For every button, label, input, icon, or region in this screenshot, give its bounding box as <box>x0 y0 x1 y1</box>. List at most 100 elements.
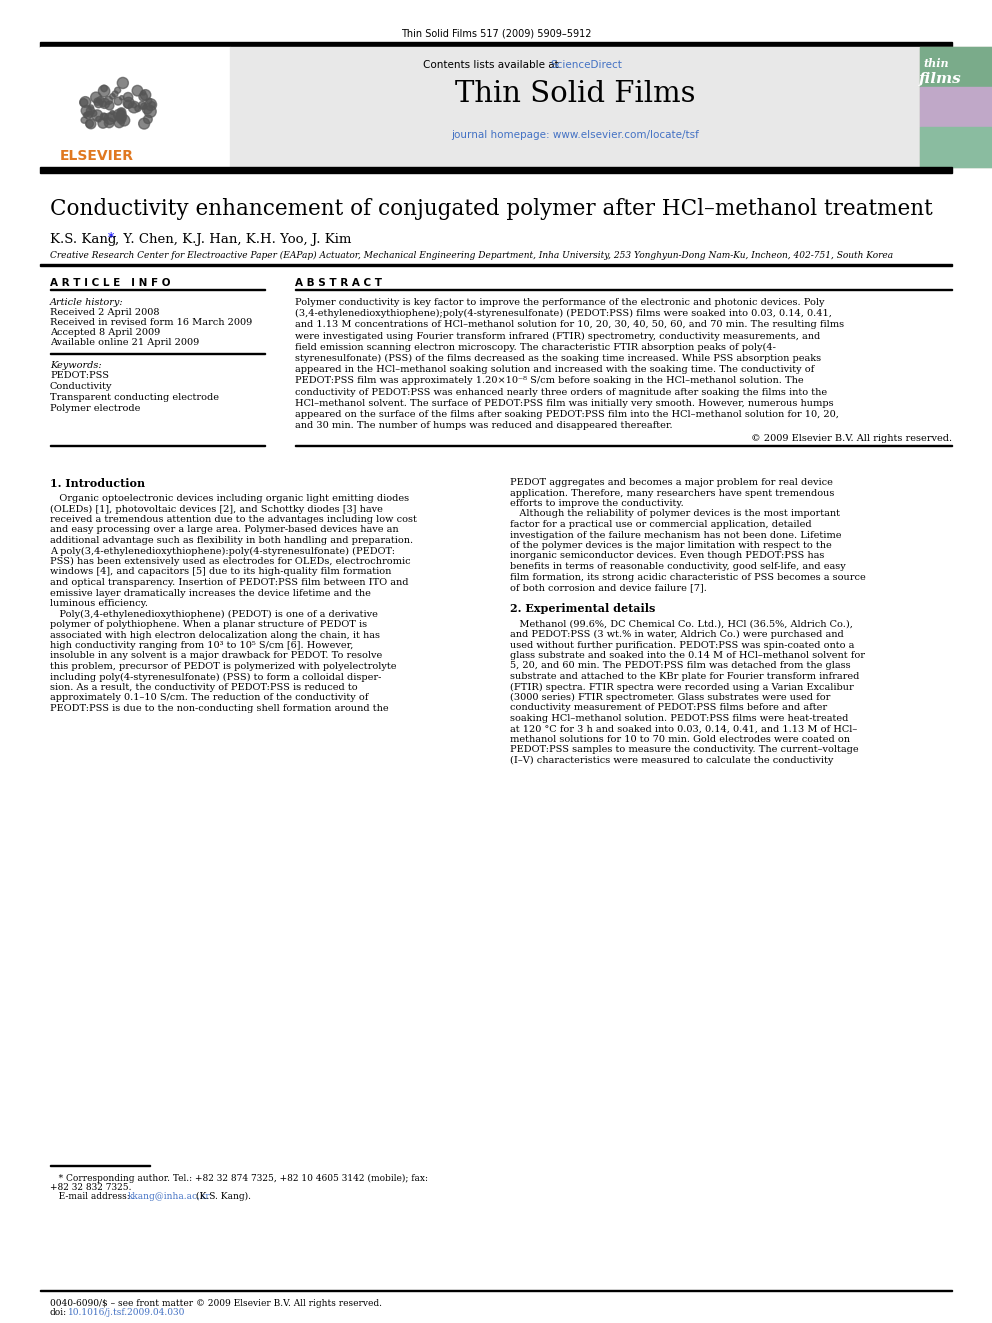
Text: (FTIR) spectra. FTIR spectra were recorded using a Varian Excalibur: (FTIR) spectra. FTIR spectra were record… <box>510 683 854 692</box>
Circle shape <box>104 97 112 105</box>
Text: emissive layer dramatically increases the device lifetime and the: emissive layer dramatically increases th… <box>50 589 371 598</box>
Text: PSS) has been extensively used as electrodes for OLEDs, electrochromic: PSS) has been extensively used as electr… <box>50 557 411 566</box>
Circle shape <box>104 112 116 124</box>
Circle shape <box>81 116 87 123</box>
Circle shape <box>101 85 107 91</box>
Bar <box>40 48 230 167</box>
Text: conductivity measurement of PEDOT:PSS films before and after: conductivity measurement of PEDOT:PSS fi… <box>510 704 827 713</box>
Text: polymer of polythiophene. When a planar structure of PEDOT is: polymer of polythiophene. When a planar … <box>50 620 367 628</box>
Text: Thin Solid Films 517 (2009) 5909–5912: Thin Solid Films 517 (2009) 5909–5912 <box>401 28 591 38</box>
Circle shape <box>97 97 104 105</box>
Circle shape <box>86 107 94 115</box>
Circle shape <box>116 111 127 122</box>
Bar <box>230 48 920 167</box>
Text: Polymer electrode: Polymer electrode <box>50 404 141 413</box>
Circle shape <box>123 97 134 108</box>
Circle shape <box>145 99 157 111</box>
Text: at 120 °C for 3 h and soaked into 0.03, 0.14, 0.41, and 1.13 M of HCl–: at 120 °C for 3 h and soaked into 0.03, … <box>510 725 857 733</box>
Text: PEODT:PSS is due to the non-conducting shell formation around the: PEODT:PSS is due to the non-conducting s… <box>50 704 389 713</box>
Circle shape <box>108 111 118 122</box>
Circle shape <box>90 110 97 116</box>
Text: 1. Introduction: 1. Introduction <box>50 478 145 490</box>
Text: (OLEDs) [1], photovoltaic devices [2], and Schottky diodes [3] have: (OLEDs) [1], photovoltaic devices [2], a… <box>50 504 383 513</box>
Text: HCl–methanol solvent. The surface of PEDOT:PSS film was initially very smooth. H: HCl–methanol solvent. The surface of PED… <box>295 398 833 407</box>
Text: high conductivity ranging from 10³ to 10⁵ S/cm [6]. However,: high conductivity ranging from 10³ to 10… <box>50 642 353 650</box>
Circle shape <box>86 119 96 128</box>
Text: efforts to improve the conductivity.: efforts to improve the conductivity. <box>510 499 683 508</box>
Circle shape <box>117 78 128 89</box>
Text: 2. Experimental details: 2. Experimental details <box>510 603 656 614</box>
Circle shape <box>142 105 153 114</box>
Text: Organic optoelectronic devices including organic light emitting diodes: Organic optoelectronic devices including… <box>50 493 409 503</box>
Text: Available online 21 April 2009: Available online 21 April 2009 <box>50 337 199 347</box>
Circle shape <box>135 106 141 111</box>
Text: this problem, precursor of PEDOT is polymerized with polyelectrolyte: this problem, precursor of PEDOT is poly… <box>50 662 397 671</box>
Text: (3,4-ethylenedioxythiophene);poly(4-styrenesulfonate) (PEDOT:PSS) films were soa: (3,4-ethylenedioxythiophene);poly(4-styr… <box>295 310 832 319</box>
Circle shape <box>139 102 146 108</box>
Text: sion. As a result, the conductivity of PEDOT:PSS is reduced to: sion. As a result, the conductivity of P… <box>50 683 358 692</box>
Circle shape <box>124 101 132 108</box>
Text: approximately 0.1–10 S/cm. The reduction of the conductivity of: approximately 0.1–10 S/cm. The reduction… <box>50 693 368 703</box>
Circle shape <box>118 108 125 115</box>
Text: Received 2 April 2008: Received 2 April 2008 <box>50 308 160 318</box>
Text: , Y. Chen, K.J. Han, K.H. Yoo, J. Kim: , Y. Chen, K.J. Han, K.H. Yoo, J. Kim <box>115 233 351 246</box>
Text: 10.1016/j.tsf.2009.04.030: 10.1016/j.tsf.2009.04.030 <box>68 1308 186 1316</box>
Text: 0040-6090/$ – see front matter © 2009 Elsevier B.V. All rights reserved.: 0040-6090/$ – see front matter © 2009 El… <box>50 1299 382 1308</box>
Text: and 1.13 M concentrations of HCl–methanol solution for 10, 20, 30, 40, 50, 60, a: and 1.13 M concentrations of HCl–methano… <box>295 320 844 329</box>
Circle shape <box>115 87 121 94</box>
Text: and optical transparency. Insertion of PEDOT:PSS film between ITO and: and optical transparency. Insertion of P… <box>50 578 409 587</box>
Text: A R T I C L E   I N F O: A R T I C L E I N F O <box>50 278 171 288</box>
Circle shape <box>114 97 122 105</box>
Text: film formation, its strong acidic characteristic of PSS becomes a source: film formation, its strong acidic charac… <box>510 573 866 582</box>
Text: Received in revised form 16 March 2009: Received in revised form 16 March 2009 <box>50 318 252 327</box>
Text: of the polymer devices is the major limitation with respect to the: of the polymer devices is the major limi… <box>510 541 831 550</box>
Text: Although the reliability of polymer devices is the most important: Although the reliability of polymer devi… <box>510 509 840 519</box>
Text: factor for a practical use or commercial application, detailed: factor for a practical use or commercial… <box>510 520 811 529</box>
Circle shape <box>113 110 124 120</box>
Text: A poly(3,4-ethylenedioxythiophene):poly(4-styrenesulfonate) (PEDOT:: A poly(3,4-ethylenedioxythiophene):poly(… <box>50 546 395 556</box>
Bar <box>40 167 952 173</box>
Circle shape <box>88 105 93 110</box>
Circle shape <box>94 99 103 107</box>
Circle shape <box>98 86 110 97</box>
Text: windows [4], and capacitors [5] due to its high-quality film formation: windows [4], and capacitors [5] due to i… <box>50 568 392 577</box>
Circle shape <box>132 103 137 107</box>
Text: * Corresponding author. Tel.: +82 32 874 7325, +82 10 4605 3142 (mobile); fax:: * Corresponding author. Tel.: +82 32 874… <box>50 1174 428 1183</box>
Bar <box>40 265 952 266</box>
Circle shape <box>98 118 108 128</box>
Circle shape <box>139 118 150 130</box>
Bar <box>920 87 992 127</box>
Circle shape <box>110 110 114 114</box>
Text: journal homepage: www.elsevier.com/locate/tsf: journal homepage: www.elsevier.com/locat… <box>451 130 699 140</box>
Text: PEDOT:PSS: PEDOT:PSS <box>50 370 109 380</box>
Circle shape <box>100 112 107 120</box>
Text: kkang@inha.ac.kr: kkang@inha.ac.kr <box>128 1192 210 1201</box>
Text: Conductivity enhancement of conjugated polymer after HCl–methanol treatment: Conductivity enhancement of conjugated p… <box>50 198 932 220</box>
Bar <box>920 127 992 167</box>
Circle shape <box>141 90 146 95</box>
Text: Thin Solid Films: Thin Solid Films <box>454 79 695 108</box>
Text: soaking HCl–methanol solution. PEDOT:PSS films were heat-treated: soaking HCl–methanol solution. PEDOT:PSS… <box>510 714 848 722</box>
Text: and 30 min. The number of humps was reduced and disappeared thereafter.: and 30 min. The number of humps was redu… <box>295 421 673 430</box>
Bar <box>920 48 992 167</box>
Text: Accepted 8 April 2009: Accepted 8 April 2009 <box>50 328 161 337</box>
Text: Conductivity: Conductivity <box>50 382 112 392</box>
Text: Polymer conductivity is key factor to improve the performance of the electronic : Polymer conductivity is key factor to im… <box>295 298 824 307</box>
Circle shape <box>141 103 147 110</box>
Circle shape <box>120 95 124 101</box>
Circle shape <box>101 101 106 107</box>
Circle shape <box>80 97 90 107</box>
Circle shape <box>123 93 133 102</box>
Text: E-mail address:: E-mail address: <box>50 1192 133 1201</box>
Circle shape <box>132 86 143 97</box>
Text: luminous efficiency.: luminous efficiency. <box>50 599 148 609</box>
Circle shape <box>95 116 101 122</box>
Circle shape <box>81 106 91 116</box>
Text: benefits in terms of reasonable conductivity, good self-life, and easy: benefits in terms of reasonable conducti… <box>510 562 846 572</box>
Text: application. Therefore, many researchers have spent tremendous: application. Therefore, many researchers… <box>510 488 834 497</box>
Text: appeared in the HCl–methanol soaking solution and increased with the soaking tim: appeared in the HCl–methanol soaking sol… <box>295 365 814 374</box>
Text: associated with high electron delocalization along the chain, it has: associated with high electron delocaliza… <box>50 631 380 639</box>
Text: substrate and attached to the KBr plate for Fourier transform infrared: substrate and attached to the KBr plate … <box>510 672 859 681</box>
Circle shape <box>139 93 148 101</box>
Text: ScienceDirect: ScienceDirect <box>550 60 622 70</box>
